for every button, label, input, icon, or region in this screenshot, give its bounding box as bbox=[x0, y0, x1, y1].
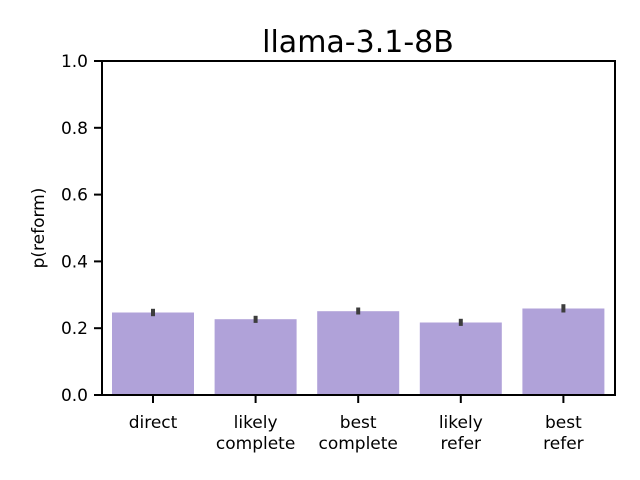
bar-direct bbox=[112, 312, 194, 395]
bar-likely-complete bbox=[214, 319, 297, 395]
y-tick-label: 0.6 bbox=[61, 186, 88, 206]
y-tick-label: 0.0 bbox=[61, 386, 88, 406]
y-axis-title: p(reform) bbox=[29, 188, 49, 269]
y-tick-label: 1.0 bbox=[61, 52, 88, 72]
x-tick-label: likely complete bbox=[216, 413, 295, 454]
bar-likely-refer bbox=[419, 322, 502, 395]
y-tick-label: 0.8 bbox=[61, 119, 88, 139]
y-tick-label: 0.4 bbox=[61, 252, 88, 272]
error-bars-layer bbox=[151, 304, 566, 326]
x-tick-label: best complete bbox=[318, 413, 397, 454]
bar-best-complete bbox=[317, 311, 400, 395]
y-axis-ticks: 0.0 0.2 0.4 0.6 0.8 1.0 bbox=[61, 52, 102, 406]
y-tick-label: 0.2 bbox=[61, 319, 88, 339]
x-tick-label: direct bbox=[129, 413, 178, 433]
x-tick-label: likely refer bbox=[439, 413, 483, 454]
bars-layer bbox=[112, 308, 605, 395]
plot-frame bbox=[101, 60, 616, 396]
x-axis-ticks: direct likely complete best complete likely re… bbox=[129, 395, 584, 454]
bar-best-refer bbox=[522, 308, 605, 395]
chart-title: llama-3.1-8B bbox=[262, 25, 454, 60]
x-tick-label: best refer bbox=[543, 413, 584, 454]
